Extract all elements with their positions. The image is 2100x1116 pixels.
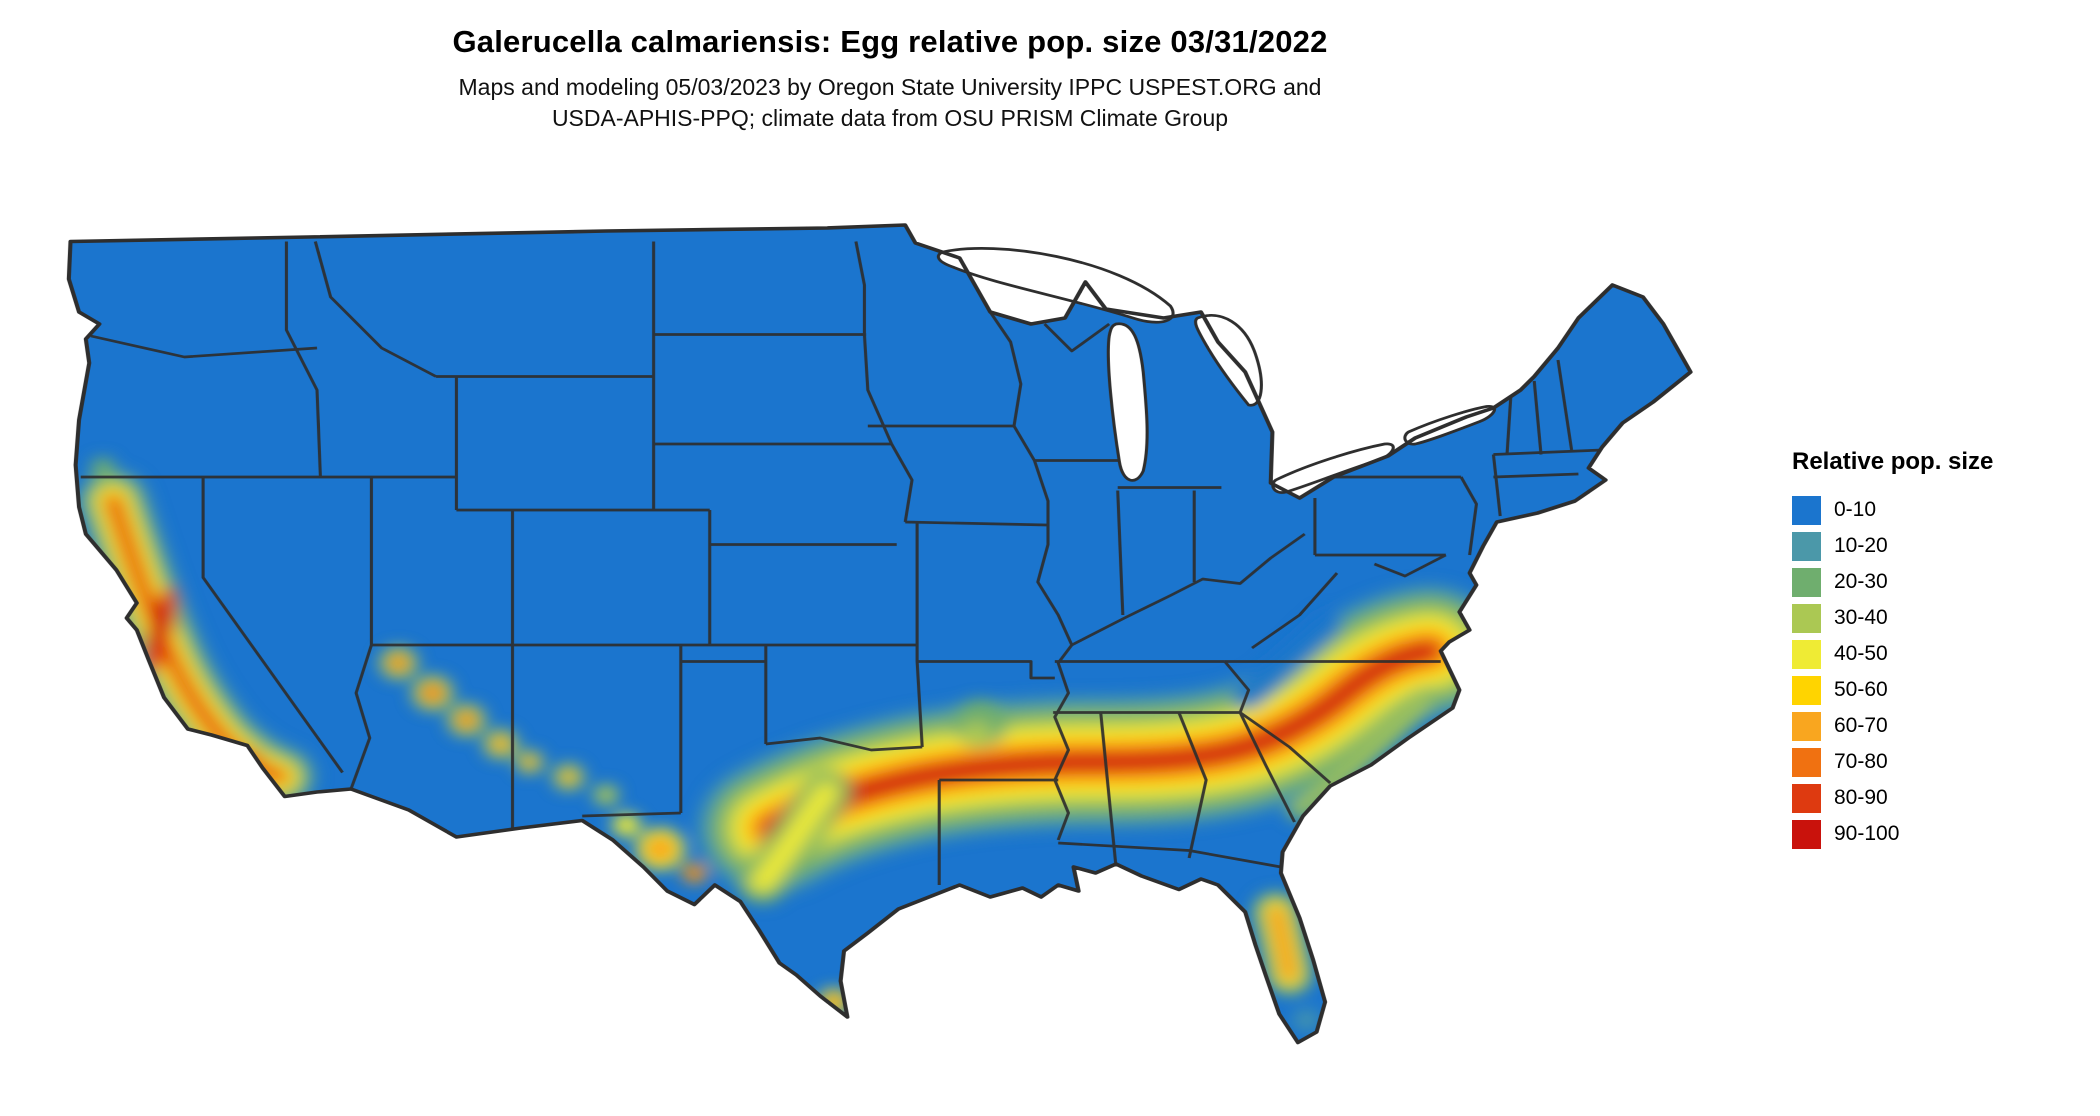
legend-row: 70-80 bbox=[1792, 744, 1993, 780]
legend-color-swatch bbox=[1792, 819, 1821, 849]
heat-spot bbox=[594, 784, 618, 806]
legend-color-swatch bbox=[1792, 783, 1821, 813]
map-title: Galerucella calmariensis: Egg relative p… bbox=[452, 24, 1328, 59]
legend-color-swatch bbox=[1792, 603, 1821, 633]
legend-label: 0-10 bbox=[1834, 498, 1877, 521]
heat-spot bbox=[689, 868, 700, 878]
legend-label: 40-50 bbox=[1834, 642, 1888, 665]
legend-row: 40-50 bbox=[1792, 636, 1993, 672]
az-nm-heat-spots bbox=[379, 646, 707, 884]
legend-items: 0-10 10-20 20-30 30-40 40-50 50-60 60-70… bbox=[1792, 492, 1993, 852]
legend-color-swatch bbox=[1792, 567, 1821, 597]
lake-superior bbox=[936, 247, 1175, 324]
legend-label: 80-90 bbox=[1834, 786, 1888, 809]
heat-spot bbox=[393, 658, 404, 668]
legend-row: 20-30 bbox=[1792, 564, 1993, 600]
ozark-yellowgreen bbox=[961, 721, 992, 749]
legend-label: 60-70 bbox=[1834, 714, 1888, 737]
legend-color-swatch bbox=[1792, 531, 1821, 561]
legend-color-swatch bbox=[1792, 747, 1821, 777]
us-map-svg bbox=[28, 180, 1728, 1110]
heat-spot bbox=[561, 771, 576, 783]
map-subtitle-line2: USDA-APHIS-PPQ; climate data from OSU PR… bbox=[551, 105, 1229, 132]
map-header: Galerucella calmariensis: Egg relative p… bbox=[0, 24, 1780, 134]
legend-title: Relative pop. size bbox=[1792, 448, 1994, 475]
legend-color-swatch bbox=[1792, 711, 1821, 741]
sw-oregon-green bbox=[90, 457, 115, 479]
heat-spot bbox=[461, 715, 472, 725]
legend-row: 0-10 bbox=[1792, 492, 1993, 528]
map-subtitle-line1: Maps and modeling 05/03/2023 by Oregon S… bbox=[458, 74, 1322, 100]
legend-label: 70-80 bbox=[1834, 750, 1888, 773]
legend-label: 50-60 bbox=[1834, 678, 1888, 701]
map-subtitle: Maps and modeling 05/03/2023 by Oregon S… bbox=[0, 72, 1780, 134]
central-california-deep-red bbox=[148, 594, 167, 654]
south-florida-teal bbox=[1292, 1008, 1320, 1032]
legend-row: 10-20 bbox=[1792, 528, 1993, 564]
lake-huron bbox=[1194, 314, 1263, 407]
legend-row: 80-90 bbox=[1792, 780, 1993, 816]
heat-spot bbox=[426, 687, 439, 699]
legend-row: 30-40 bbox=[1792, 600, 1993, 636]
heat-spot bbox=[645, 835, 676, 863]
lake-michigan bbox=[1106, 322, 1149, 482]
legend-row: 50-60 bbox=[1792, 672, 1993, 708]
us-map bbox=[28, 180, 1728, 1110]
heat-spot bbox=[492, 736, 510, 752]
state-borders bbox=[80, 241, 1603, 885]
map-fill-layers bbox=[68, 225, 1691, 1043]
legend-label: 30-40 bbox=[1834, 606, 1888, 629]
heat-spot bbox=[612, 813, 640, 837]
legend-color-swatch bbox=[1792, 495, 1821, 525]
legend-row: 90-100 bbox=[1792, 816, 1993, 852]
legend-row: 60-70 bbox=[1792, 708, 1993, 744]
legend-label: 20-30 bbox=[1834, 570, 1888, 593]
legend-label: 10-20 bbox=[1834, 534, 1888, 557]
legend-color-swatch bbox=[1792, 675, 1821, 705]
heat-spot bbox=[522, 756, 537, 768]
legend-label: 90-100 bbox=[1834, 822, 1900, 845]
legend: Relative pop. size 0-10 10-20 20-30 30-4… bbox=[1792, 448, 1993, 852]
legend-color-swatch bbox=[1792, 639, 1821, 669]
